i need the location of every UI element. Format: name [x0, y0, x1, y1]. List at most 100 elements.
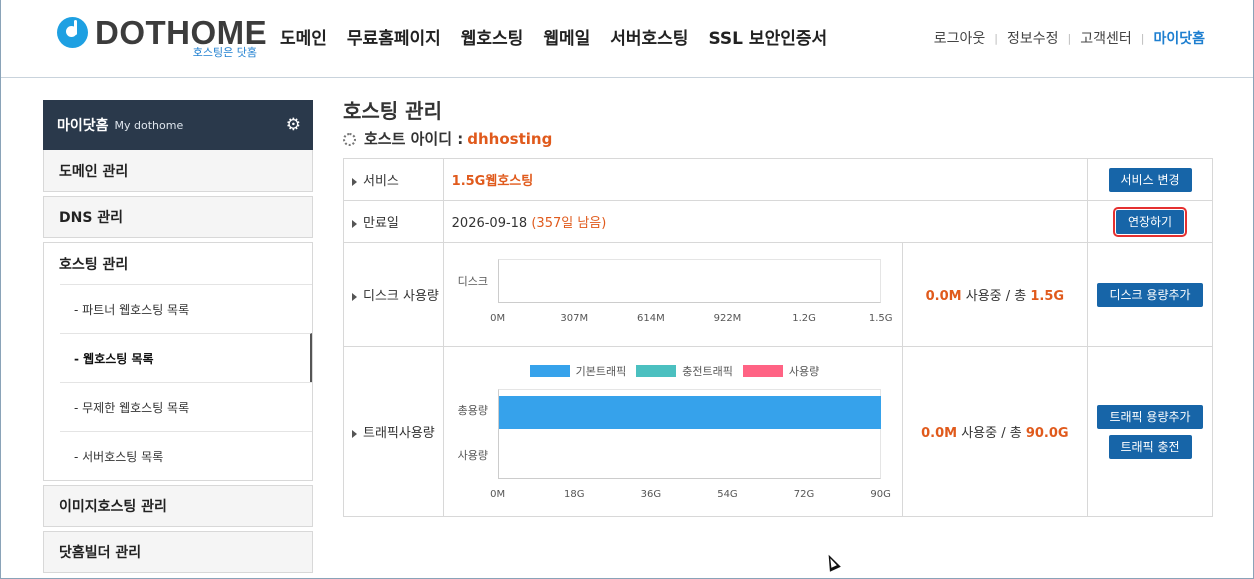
x-tick-label: 922M [713, 312, 742, 324]
traffic-category-total: 총용량 [457, 403, 489, 417]
my-dothome-link[interactable]: 마이닷홈 [1153, 31, 1205, 47]
service-action-cell: 서비스 변경 [1087, 158, 1213, 201]
service-label-cell: 서비스 [343, 158, 444, 201]
sidebar: 마이닷홈 My dothome ⚙ 도메인 관리 DNS 관리 호스팅 관리 -… [43, 100, 313, 573]
sidebar-item-domain[interactable]: 도메인 관리 [43, 150, 313, 192]
traffic-used: 0.0M [921, 426, 958, 441]
disk-usage-chart: 디스크 0M 307M 614M 922M 1.2G 1.5G [444, 245, 902, 345]
x-tick-label: 72G [793, 488, 815, 500]
traffic-mid-text: 사용중 / 총 [957, 426, 1026, 441]
legend-item-charged: 충전트래픽 [636, 363, 733, 379]
nav-domain[interactable]: 도메인 [280, 29, 327, 49]
dothome-logo[interactable]: DOTHOME 호스팅은 닷홈 [57, 14, 267, 64]
sidebar-title: 마이닷홈 [57, 118, 109, 134]
arrow-right-icon [352, 177, 357, 186]
service-row: 서비스 1.5G웹호스팅 서비스 변경 [343, 158, 1213, 201]
traffic-label: 트래픽사용량 [363, 426, 435, 441]
sub-item-web-hosting[interactable]: - 웹호스팅 목록 [60, 333, 312, 382]
service-change-button[interactable]: 서비스 변경 [1108, 167, 1192, 192]
gear-icon[interactable]: ⚙ [285, 115, 301, 135]
utility-nav: 로그아웃 | 정보수정 | 고객센터 | 마이닷홈 [934, 29, 1205, 49]
service-value-cell: 1.5G웹호스팅 [442, 158, 1089, 201]
disk-add-button[interactable]: 디스크 용량추가 [1097, 282, 1203, 307]
nav-free-homepage[interactable]: 무료홈페이지 [346, 29, 441, 49]
x-tick-label: 54G [717, 488, 738, 500]
traffic-total-bar [498, 395, 881, 429]
dothome-logo-icon [57, 17, 88, 48]
sub-item-partner-hosting[interactable]: - 파트너 웹호스팅 목록 [60, 284, 312, 333]
disk-label-cell: 디스크 사용량 [343, 242, 444, 347]
sidebar-item-hosting[interactable]: 호스팅 관리 [43, 242, 313, 284]
main-nav: 도메인 무료홈페이지 웹호스팅 웹메일 서버호스팅 SSL 보안인증서 [280, 27, 827, 51]
traffic-category-usage: 사용량 [457, 448, 489, 462]
traffic-label-cell: 트래픽사용량 [343, 346, 444, 517]
util-separator: | [1067, 32, 1072, 45]
disk-plot-area [497, 258, 881, 303]
util-separator: | [994, 32, 998, 45]
x-tick-label: 1.2G [792, 312, 816, 324]
extend-button[interactable]: 연장하기 [1112, 206, 1188, 237]
traffic-row: 트래픽사용량 기본트래픽 충전트래픽 사용량 총용량 사용량 0M 18G 36G 5… [343, 346, 1213, 517]
customer-center-link[interactable]: 고객센터 [1080, 31, 1132, 47]
arrow-right-icon [352, 429, 357, 438]
legend-swatch [742, 364, 783, 377]
disk-total: 1.5G [1030, 289, 1065, 304]
traffic-plot-area [497, 388, 881, 479]
expiry-date: 2026-09-18 [451, 216, 528, 231]
hosting-submenu: - 파트너 웹호스팅 목록 - 웹호스팅 목록 - 무제한 웹호스팅 목록 - … [43, 284, 313, 481]
traffic-total: 90.0G [1025, 426, 1069, 441]
disk-used: 0.0M [925, 289, 962, 304]
util-separator: | [1140, 32, 1145, 45]
disk-label: 디스크 사용량 [363, 289, 439, 304]
disk-mid-text: 사용중 / 총 [961, 289, 1031, 304]
nav-server-hosting[interactable]: 서버호스팅 [610, 29, 689, 49]
legend-swatch [529, 364, 570, 377]
legend-swatch [636, 364, 677, 377]
legend-label: 사용량 [788, 364, 820, 378]
disk-summary-cell: 0.0M 사용중 / 총 1.5G [901, 242, 1089, 347]
sidebar-item-image-hosting[interactable]: 이미지호스팅 관리 [43, 485, 313, 527]
nav-ssl[interactable]: SSL 보안인증서 [708, 29, 828, 49]
traffic-charge-button[interactable]: 트래픽 충전 [1108, 434, 1192, 459]
arrow-right-icon [352, 292, 357, 301]
x-tick-label: 36G [640, 488, 662, 500]
legend-item-usage: 사용량 [742, 363, 820, 379]
edit-info-link[interactable]: 정보수정 [1006, 31, 1059, 47]
traffic-usage-chart: 기본트래픽 충전트래픽 사용량 총용량 사용량 0M 18G 36G 54G 72G 90… [444, 349, 902, 515]
expiry-remaining: (357일 남음) [531, 216, 607, 231]
traffic-chart-cell: 기본트래픽 충전트래픽 사용량 총용량 사용량 0M 18G 36G 54G 72G 90… [442, 346, 903, 517]
disk-row: 디스크 사용량 디스크 0M 307M 614M 922M 1.2G 1.5G 0.0M … [343, 242, 1213, 347]
disk-category-label: 디스크 [457, 274, 489, 288]
sub-item-unlimited-hosting[interactable]: - 무제한 웹호스팅 목록 [60, 382, 312, 431]
page-title: 호스팅 관리 [343, 99, 442, 123]
main-content: 호스팅 관리 호스트 아이디 : dhhosting 서비스 1.5G웹호스팅 … [343, 96, 1213, 517]
hosting-info-table: 서비스 1.5G웹호스팅 서비스 변경 만료일 2026-09-18 (357일… [343, 158, 1213, 517]
sidebar-item-dns[interactable]: DNS 관리 [43, 196, 313, 238]
host-id-value: dhhosting [467, 130, 553, 148]
traffic-add-button[interactable]: 트래픽 용량추가 [1097, 404, 1203, 429]
disk-chart-cell: 디스크 0M 307M 614M 922M 1.2G 1.5G [442, 242, 903, 347]
sidebar-subtitle: My dothome [114, 118, 184, 132]
disk-action-cell: 디스크 용량추가 [1087, 242, 1213, 347]
nav-webmail[interactable]: 웹메일 [543, 29, 591, 49]
legend-label: 기본트래픽 [575, 364, 627, 378]
host-id-line: 호스트 아이디 : dhhosting [343, 128, 1213, 150]
traffic-summary-cell: 0.0M 사용중 / 총 90.0G [901, 346, 1089, 517]
host-id-label: 호스트 아이디 : [364, 130, 464, 148]
expiry-label: 만료일 [363, 216, 399, 231]
logo-text: DOTHOME [95, 14, 268, 51]
nav-web-hosting[interactable]: 웹호스팅 [460, 29, 524, 49]
sub-item-server-hosting[interactable]: - 서버호스팅 목록 [60, 431, 312, 480]
arrow-right-icon [352, 219, 357, 228]
x-tick-label: 0M [490, 488, 506, 500]
service-value: 1.5G웹호스팅 [451, 174, 534, 189]
x-tick-label: 18G [564, 488, 585, 500]
site-header: DOTHOME 호스팅은 닷홈 도메인 무료홈페이지 웹호스팅 웹메일 서버호스… [1, 0, 1253, 78]
x-tick-label: 614M [636, 312, 665, 324]
logout-link[interactable]: 로그아웃 [933, 31, 986, 47]
logo-tagline: 호스팅은 닷홈 [192, 46, 257, 59]
x-tick-label: 307M [560, 312, 589, 324]
sidebar-item-builder[interactable]: 닷홈빌더 관리 [43, 531, 313, 573]
expiry-row: 만료일 2026-09-18 (357일 남음) 연장하기 [343, 200, 1213, 243]
x-tick-label: 1.5G [868, 312, 893, 324]
